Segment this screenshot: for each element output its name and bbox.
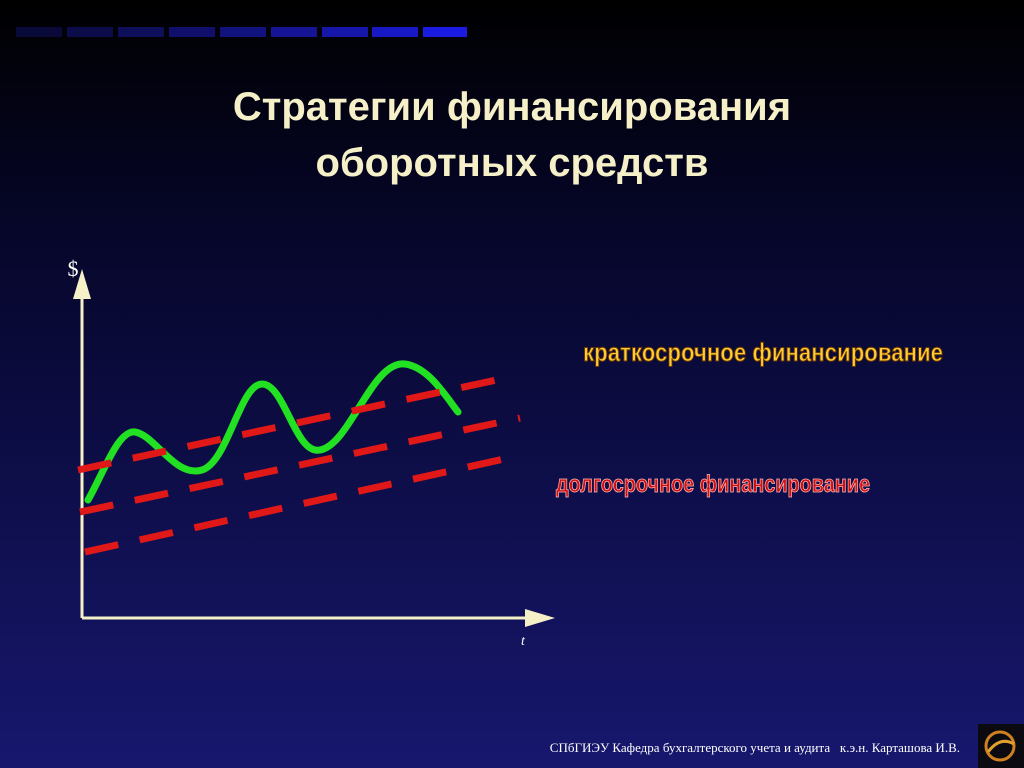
dashed-line: [79, 414, 521, 516]
short-term-label: краткосрочное финансирование: [583, 337, 943, 367]
logo: [978, 724, 1024, 768]
dashed-line: [77, 372, 516, 474]
footer: СПбГИЭУ Кафедра бухгалтерского учета и а…: [550, 740, 960, 755]
dashed-line: [84, 451, 523, 556]
top-bar: [16, 27, 467, 37]
x-axis-label: t: [521, 634, 526, 649]
asset-curve: [84, 360, 462, 504]
title-line: Стратегии финансирования: [233, 85, 791, 129]
title-line: оборотных средств: [316, 141, 709, 185]
long-term-label: долгосрочное финансирование: [556, 471, 870, 498]
diagram: $ t: [68, 256, 555, 649]
y-axis-label: $: [68, 256, 79, 281]
